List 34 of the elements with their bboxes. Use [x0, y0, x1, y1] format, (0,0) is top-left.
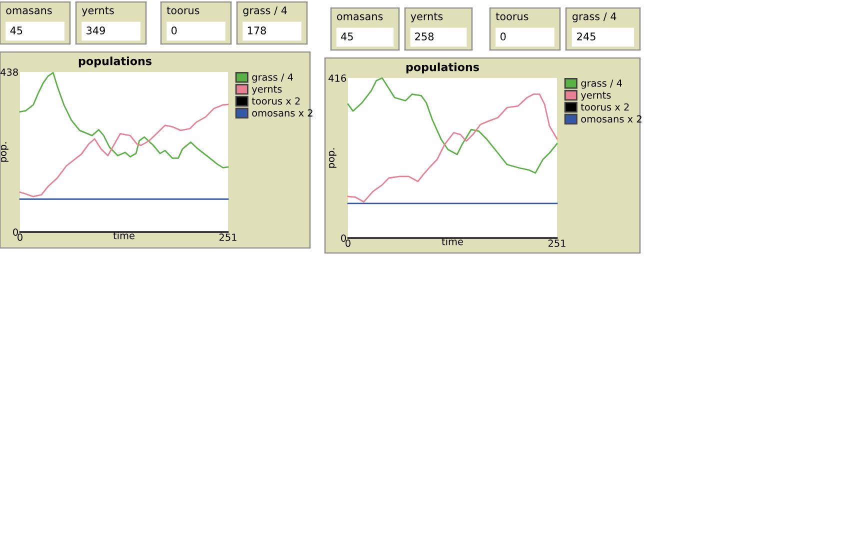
y-axis-title: pop. [0, 142, 8, 162]
y-tick-label: 438 [0, 68, 18, 76]
text: yernts [82, 6, 114, 16]
x-axis-title: time [113, 232, 134, 240]
chart-title: populations [406, 62, 479, 74]
text: toorus [496, 12, 528, 20]
legend-label: yernts [252, 86, 282, 95]
text: 245 [577, 32, 596, 40]
legend-label: grass / 4 [581, 80, 622, 89]
text: 0 [500, 32, 506, 40]
legend-label: grass / 4 [252, 74, 293, 83]
text: 45 [10, 26, 22, 34]
chart-title: populations [78, 56, 152, 68]
legend-label: toorus x 2 [252, 97, 300, 105]
text: 45 [341, 32, 353, 40]
y-tick-label: 416 [328, 74, 346, 82]
text: 258 [415, 32, 434, 40]
x-axis-title: time [442, 238, 463, 246]
text: toorus [166, 6, 200, 14]
text: omasans [337, 14, 383, 20]
text: omasans [6, 8, 52, 14]
text: grass / 4 [243, 6, 287, 16]
legend-label: omosans x 2 [252, 109, 312, 117]
x-tick-label: 251 [548, 240, 566, 247]
text: 0 [171, 26, 177, 34]
legend-label: toorus x 2 [580, 103, 629, 111]
x-tick-label: 251 [219, 234, 236, 241]
legend-label: omosans x 2 [581, 115, 642, 123]
y-axis-title: pop. [328, 148, 336, 168]
legend-label: yernts [580, 92, 611, 101]
text: 349 [86, 26, 105, 34]
text: 178 [248, 26, 266, 34]
text: grass / 4 [572, 12, 616, 22]
text: yernts [410, 12, 443, 22]
